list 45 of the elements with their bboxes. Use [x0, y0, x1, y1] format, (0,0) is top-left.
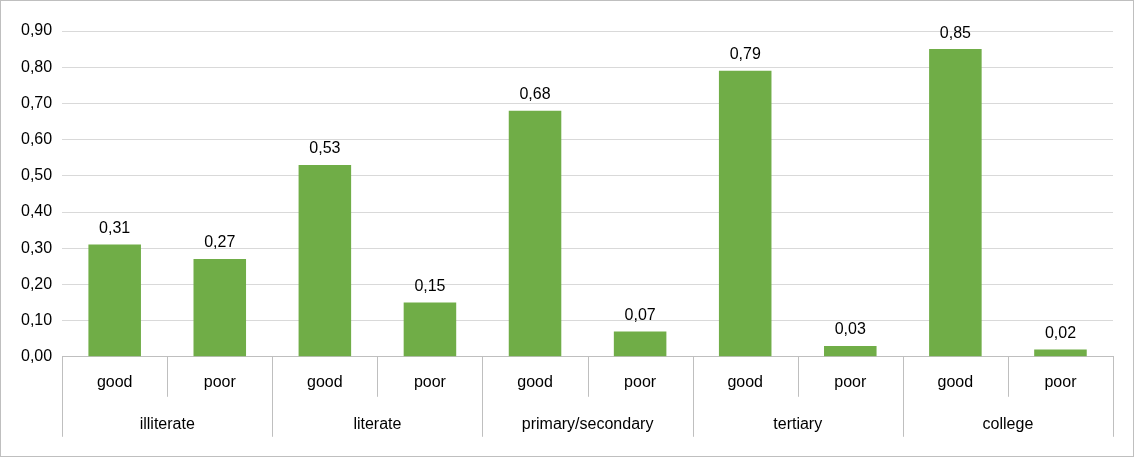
data-label: 0,79 — [729, 45, 761, 63]
data-label: 0,07 — [624, 305, 656, 323]
y-tick-label: 0,60 — [21, 130, 53, 148]
data-label: 0,15 — [414, 276, 446, 294]
bar — [403, 302, 457, 357]
text: illiterate — [139, 415, 195, 433]
x-tick-label: good — [307, 372, 343, 390]
data-label: 0,27 — [204, 233, 236, 251]
bar — [193, 259, 247, 357]
x-tick-label: poor — [1044, 372, 1078, 390]
y-tick-label: 0,10 — [21, 311, 53, 329]
data-label: 0,02 — [1044, 323, 1077, 341]
y-tick-label: 0,70 — [21, 93, 53, 111]
x-tick-label: good — [517, 372, 553, 390]
x-tick-label: good — [96, 372, 133, 390]
y-tick-label: 0,30 — [21, 238, 53, 256]
data-label: 0,03 — [834, 320, 866, 338]
x-tick-label: poor — [203, 372, 237, 390]
y-tick-label: 0,00 — [21, 347, 53, 365]
bar — [613, 331, 667, 357]
bar — [298, 164, 352, 357]
x-tick-label: poor — [413, 372, 447, 390]
text: tertiary — [773, 415, 823, 433]
x-tick-label: good — [727, 372, 763, 390]
data-label: 0,53 — [309, 139, 341, 157]
x-tick-label: poor — [624, 372, 657, 390]
y-tick-label: 0,40 — [21, 202, 53, 220]
x-tick-label: poor — [834, 372, 867, 390]
bar — [824, 345, 877, 357]
text: literate — [353, 415, 402, 433]
text: primary/secondary — [521, 415, 654, 433]
bar — [88, 244, 141, 357]
x-tick-label: good — [937, 372, 974, 390]
data-label: 0,68 — [519, 85, 551, 103]
y-tick-label: 0,50 — [21, 166, 53, 184]
bar — [929, 49, 982, 357]
bar — [718, 70, 772, 357]
bar — [1034, 349, 1087, 357]
bar — [508, 110, 562, 357]
y-tick-label: 0,20 — [21, 274, 53, 292]
text: college — [982, 415, 1034, 433]
y-tick-label: 0,80 — [21, 57, 53, 75]
data-label: 0,31 — [99, 218, 131, 236]
y-tick-label: 0,90 — [21, 21, 53, 39]
data-label: 0,85 — [939, 23, 972, 41]
